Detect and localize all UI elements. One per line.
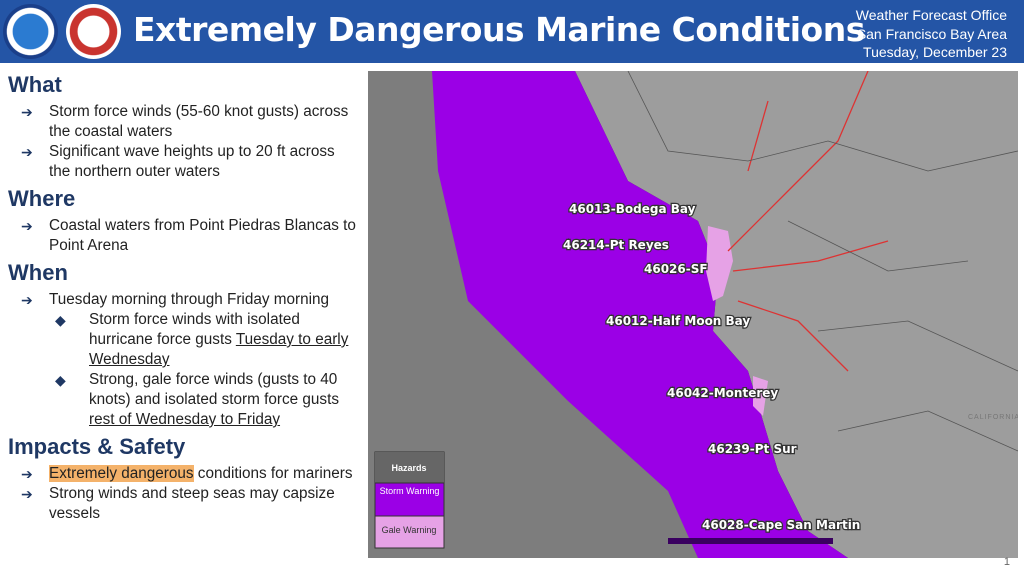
- highways: [727, 71, 889, 372]
- heading: Where: [8, 186, 76, 211]
- buoy-label: 46013-Bodega Bay: [569, 202, 696, 216]
- time-range: rest of Wednesday to Friday: [89, 411, 281, 428]
- zone-edge: [668, 538, 833, 544]
- header: Extremely Dangerous Marine Conditions We…: [0, 0, 1024, 63]
- time-range: Tuesday to early Wednesday: [89, 331, 349, 368]
- content: What Storm force winds (55-60 knot gusts…: [8, 72, 360, 528]
- buoy-label: 46042-Monterey: [667, 386, 778, 400]
- date: Tuesday, December 23: [863, 44, 1007, 60]
- county-lines: [627, 71, 1018, 452]
- sub-bullet: Storm force winds with isolated hurrican…: [8, 310, 360, 370]
- legend-swatch: [374, 482, 445, 517]
- buoy-label: 46028-Cape San Martin: [702, 518, 860, 532]
- gale-warning-area: [706, 226, 733, 301]
- legend-label: Gale Warning: [382, 525, 437, 535]
- noaa-logo: [3, 4, 58, 59]
- text: Strong, gale force winds (gusts to 40 kn…: [89, 371, 339, 408]
- storm-warning-area: [432, 71, 848, 558]
- nws-logo: [66, 4, 121, 59]
- buoy-label: 46214-Pt Reyes: [563, 238, 669, 252]
- legend-title: Hazards: [391, 463, 426, 473]
- highlight: Extremely dangerous: [49, 465, 194, 482]
- map: CALIFORNIA 46013-Bodega Bay 46214-Pt Reye…: [368, 71, 1018, 558]
- buoy-labels: 46013-Bodega Bay 46214-Pt Reyes 46026-SF 46…: [562, 201, 862, 534]
- text: Storm force winds with isolated hurrican…: [89, 311, 300, 348]
- page-number: 1: [1003, 556, 1010, 568]
- legend-header: [375, 452, 444, 483]
- buoy-label: 46239-Pt Sur: [708, 442, 797, 456]
- bullet: Extremely dangerous conditions for marin…: [8, 464, 360, 484]
- bullet: Storm force winds (55-60 knot gusts) acr…: [8, 102, 360, 142]
- land: [575, 71, 1018, 558]
- gale-warning-area: [753, 376, 768, 416]
- area: San Francisco Bay Area: [856, 25, 1007, 42]
- text: conditions for mariners: [193, 465, 353, 482]
- sub-bullet: Strong, gale force winds (gusts to 40 kn…: [8, 370, 360, 430]
- bullet: Strong winds and steep seas may capsize …: [8, 484, 360, 524]
- heading: When: [8, 260, 68, 285]
- legend-label: Storm Warning: [379, 486, 440, 496]
- heading: What: [8, 72, 62, 97]
- legend-item: Storm Warning: [379, 486, 440, 496]
- office: Weather Forecast Office: [855, 7, 1007, 23]
- buoy-label: 46012-Half Moon Bay: [606, 314, 750, 328]
- buoy-label: 46026-SF: [644, 262, 708, 276]
- office-info: Weather Forecast Office San Francisco Ba…: [856, 6, 1007, 62]
- bullet: Significant wave heights up to 20 ft acr…: [8, 142, 360, 182]
- bullet: Coastal waters from Point Piedras Blanca…: [8, 216, 360, 256]
- state-label: CALIFORNIA: [968, 414, 1018, 421]
- bullet: Tuesday morning through Friday morning: [8, 290, 360, 310]
- title: Extremely Dangerous Marine Conditions: [133, 10, 865, 49]
- heading: Impacts & Safety: [8, 434, 186, 459]
